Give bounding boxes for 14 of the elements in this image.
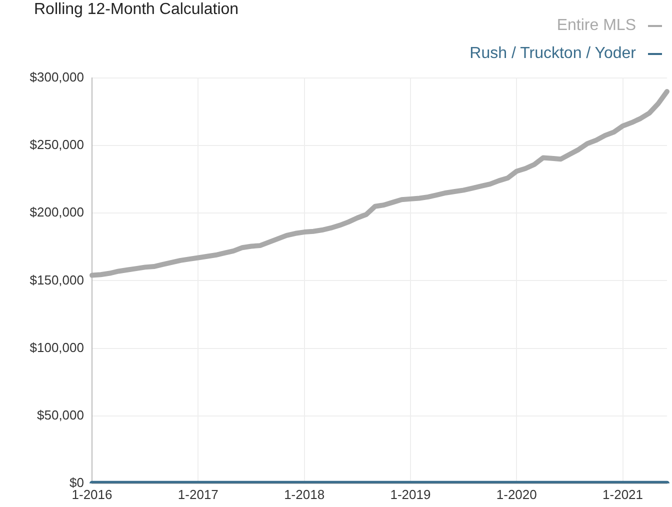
y-tick-label: $250,000 <box>30 137 84 152</box>
y-tick-label: $100,000 <box>30 340 84 355</box>
x-tick-label: 1-2017 <box>178 486 218 502</box>
y-tick-label: $50,000 <box>37 407 84 422</box>
legend-label: Entire MLS <box>556 17 636 34</box>
legend-label: Rush / Truckton / Yoder <box>470 45 636 62</box>
y-tick-label: $300,000 <box>30 70 84 85</box>
y-tick-label: $150,000 <box>30 272 84 288</box>
x-tick-label: 1-2019 <box>390 486 431 502</box>
chart-title: Rolling 12-Month Calculation <box>34 1 239 19</box>
x-tick-label: 1-2018 <box>284 486 325 502</box>
x-tick-label: 1-2020 <box>496 486 537 502</box>
y-tick-label: $200,000 <box>30 204 84 220</box>
x-tick-label: 1-2021 <box>602 486 644 502</box>
